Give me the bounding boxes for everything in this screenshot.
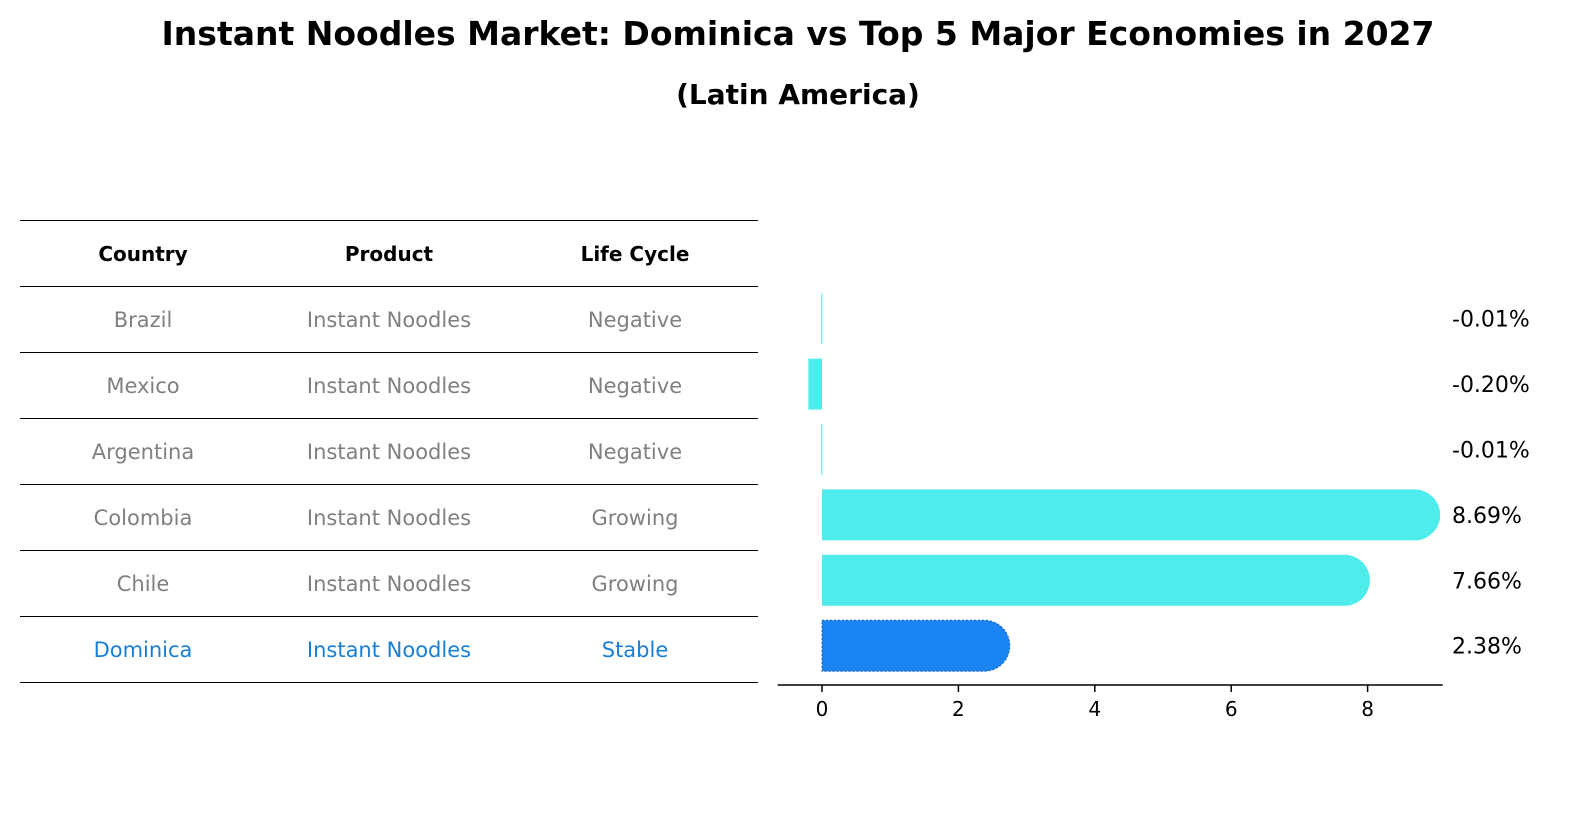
table-row: Colombia Instant Noodles Growing: [20, 484, 758, 550]
cell-product: Instant Noodles: [306, 637, 472, 662]
cell-life-cycle: Stable: [601, 637, 669, 662]
bar-chile: [822, 554, 1370, 606]
table-header-row: Country Product Life Cycle: [20, 220, 758, 286]
cell-country: Colombia: [93, 505, 193, 530]
table-row: Argentina Instant Noodles Negative: [20, 418, 758, 484]
bar-mexico: [808, 358, 822, 410]
cell-country: Argentina: [91, 439, 195, 464]
x-tick-label: 2: [952, 697, 965, 721]
cell-product: Instant Noodles: [306, 505, 472, 530]
bar-dominica: [821, 619, 1011, 672]
cell-country: Brazil: [113, 307, 173, 332]
value-label-colombia: 8.69%: [1452, 504, 1522, 529]
header-product: Product: [344, 241, 434, 266]
cell-country: Chile: [116, 571, 170, 596]
value-label-dominica: 2.38%: [1452, 635, 1522, 660]
x-tick-label: 6: [1225, 697, 1238, 721]
table-row-highlight: Dominica Instant Noodles Stable: [20, 616, 758, 683]
header-country: Country: [98, 241, 188, 266]
cell-product: Instant Noodles: [306, 439, 472, 464]
cell-country: Mexico: [106, 373, 180, 398]
cell-product: Instant Noodles: [306, 571, 472, 596]
cell-life-cycle: Growing: [591, 571, 679, 596]
bar-brazil: [821, 293, 823, 345]
cell-life-cycle: Growing: [591, 505, 679, 530]
cell-life-cycle: Negative: [587, 439, 683, 464]
cell-product: Instant Noodles: [306, 307, 472, 332]
value-label-mexico: -0.20%: [1452, 373, 1530, 398]
bar-colombia: [822, 489, 1441, 541]
table-row: Chile Instant Noodles Growing: [20, 550, 758, 616]
x-tick-label: 0: [816, 697, 829, 721]
bar-argentina: [821, 424, 823, 475]
cell-life-cycle: Negative: [587, 373, 683, 398]
x-tick-label: 8: [1361, 697, 1374, 721]
header-life-cycle: Life Cycle: [580, 241, 690, 266]
cell-country: Dominica: [93, 637, 193, 662]
chart-title: Instant Noodles Market: Dominica vs Top …: [161, 14, 1435, 53]
value-label-chile: 7.66%: [1452, 569, 1522, 594]
table-row: Mexico Instant Noodles Negative: [20, 352, 758, 418]
value-label-brazil: -0.01%: [1452, 308, 1530, 333]
comparison-table: Country Product Life Cycle Brazil Instan…: [20, 220, 758, 683]
table-row: Brazil Instant Noodles Negative: [20, 286, 758, 352]
x-tick-label: 4: [1088, 697, 1101, 721]
value-label-argentina: -0.01%: [1452, 439, 1530, 464]
chart-subtitle: (Latin America): [676, 78, 920, 111]
cell-life-cycle: Negative: [587, 307, 683, 332]
cell-product: Instant Noodles: [306, 373, 472, 398]
